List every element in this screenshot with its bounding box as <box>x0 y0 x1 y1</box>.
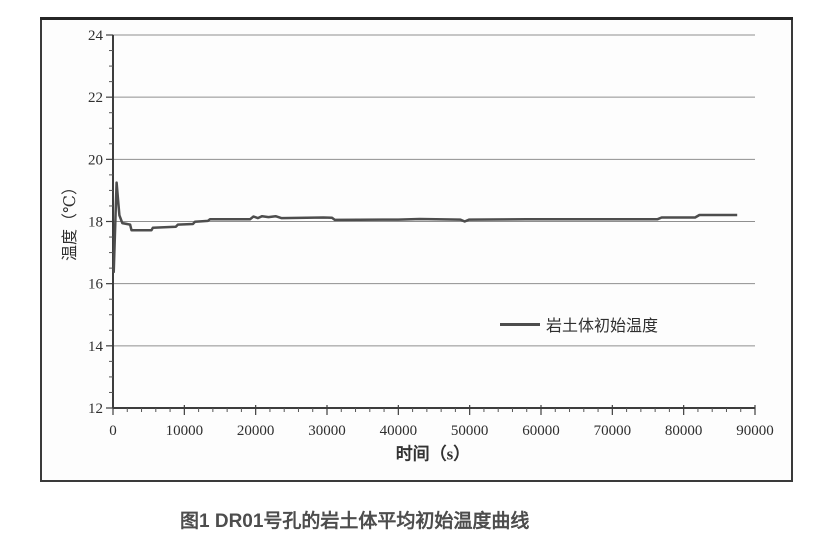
x-tick-label: 10000 <box>166 423 204 439</box>
series-line <box>112 181 738 273</box>
y-tick-label: 22 <box>88 90 103 106</box>
x-tick-label: 80000 <box>665 423 703 439</box>
x-tick-label: 40000 <box>380 423 418 439</box>
legend-label: 岩土体初始温度 <box>546 318 659 335</box>
x-tick-label: 30000 <box>308 423 346 439</box>
chart-frame <box>40 17 793 482</box>
y-tick-label: 16 <box>88 277 104 293</box>
x-tick-label: 20000 <box>237 423 275 439</box>
x-tick-label: 50000 <box>451 423 489 439</box>
y-tick-label: 12 <box>88 401 103 417</box>
x-tick-label: 70000 <box>594 423 632 439</box>
y-tick-label: 18 <box>88 215 103 231</box>
chart-canvas: 12 14 16 18 20 22 24 0 10000 20000 30000 40000 50000… <box>40 17 793 482</box>
x-tick-label: 60000 <box>522 423 560 439</box>
y-tick-label: 20 <box>88 152 103 168</box>
legend-line-sample <box>500 322 540 326</box>
legend: 岩土体初始温度 <box>500 312 658 336</box>
y-tick-label: 24 <box>88 28 104 44</box>
x-axis-title: 时间（s） <box>395 444 471 464</box>
x-tick-label: 90000 <box>736 423 774 439</box>
figure-caption: 图1 DR01号孔的岩土体平均初始温度曲线 <box>180 511 530 532</box>
y-axis-title: 温度（℃） <box>62 179 79 261</box>
x-tick-label: 0 <box>109 423 117 439</box>
y-tick-label: 14 <box>88 339 104 355</box>
